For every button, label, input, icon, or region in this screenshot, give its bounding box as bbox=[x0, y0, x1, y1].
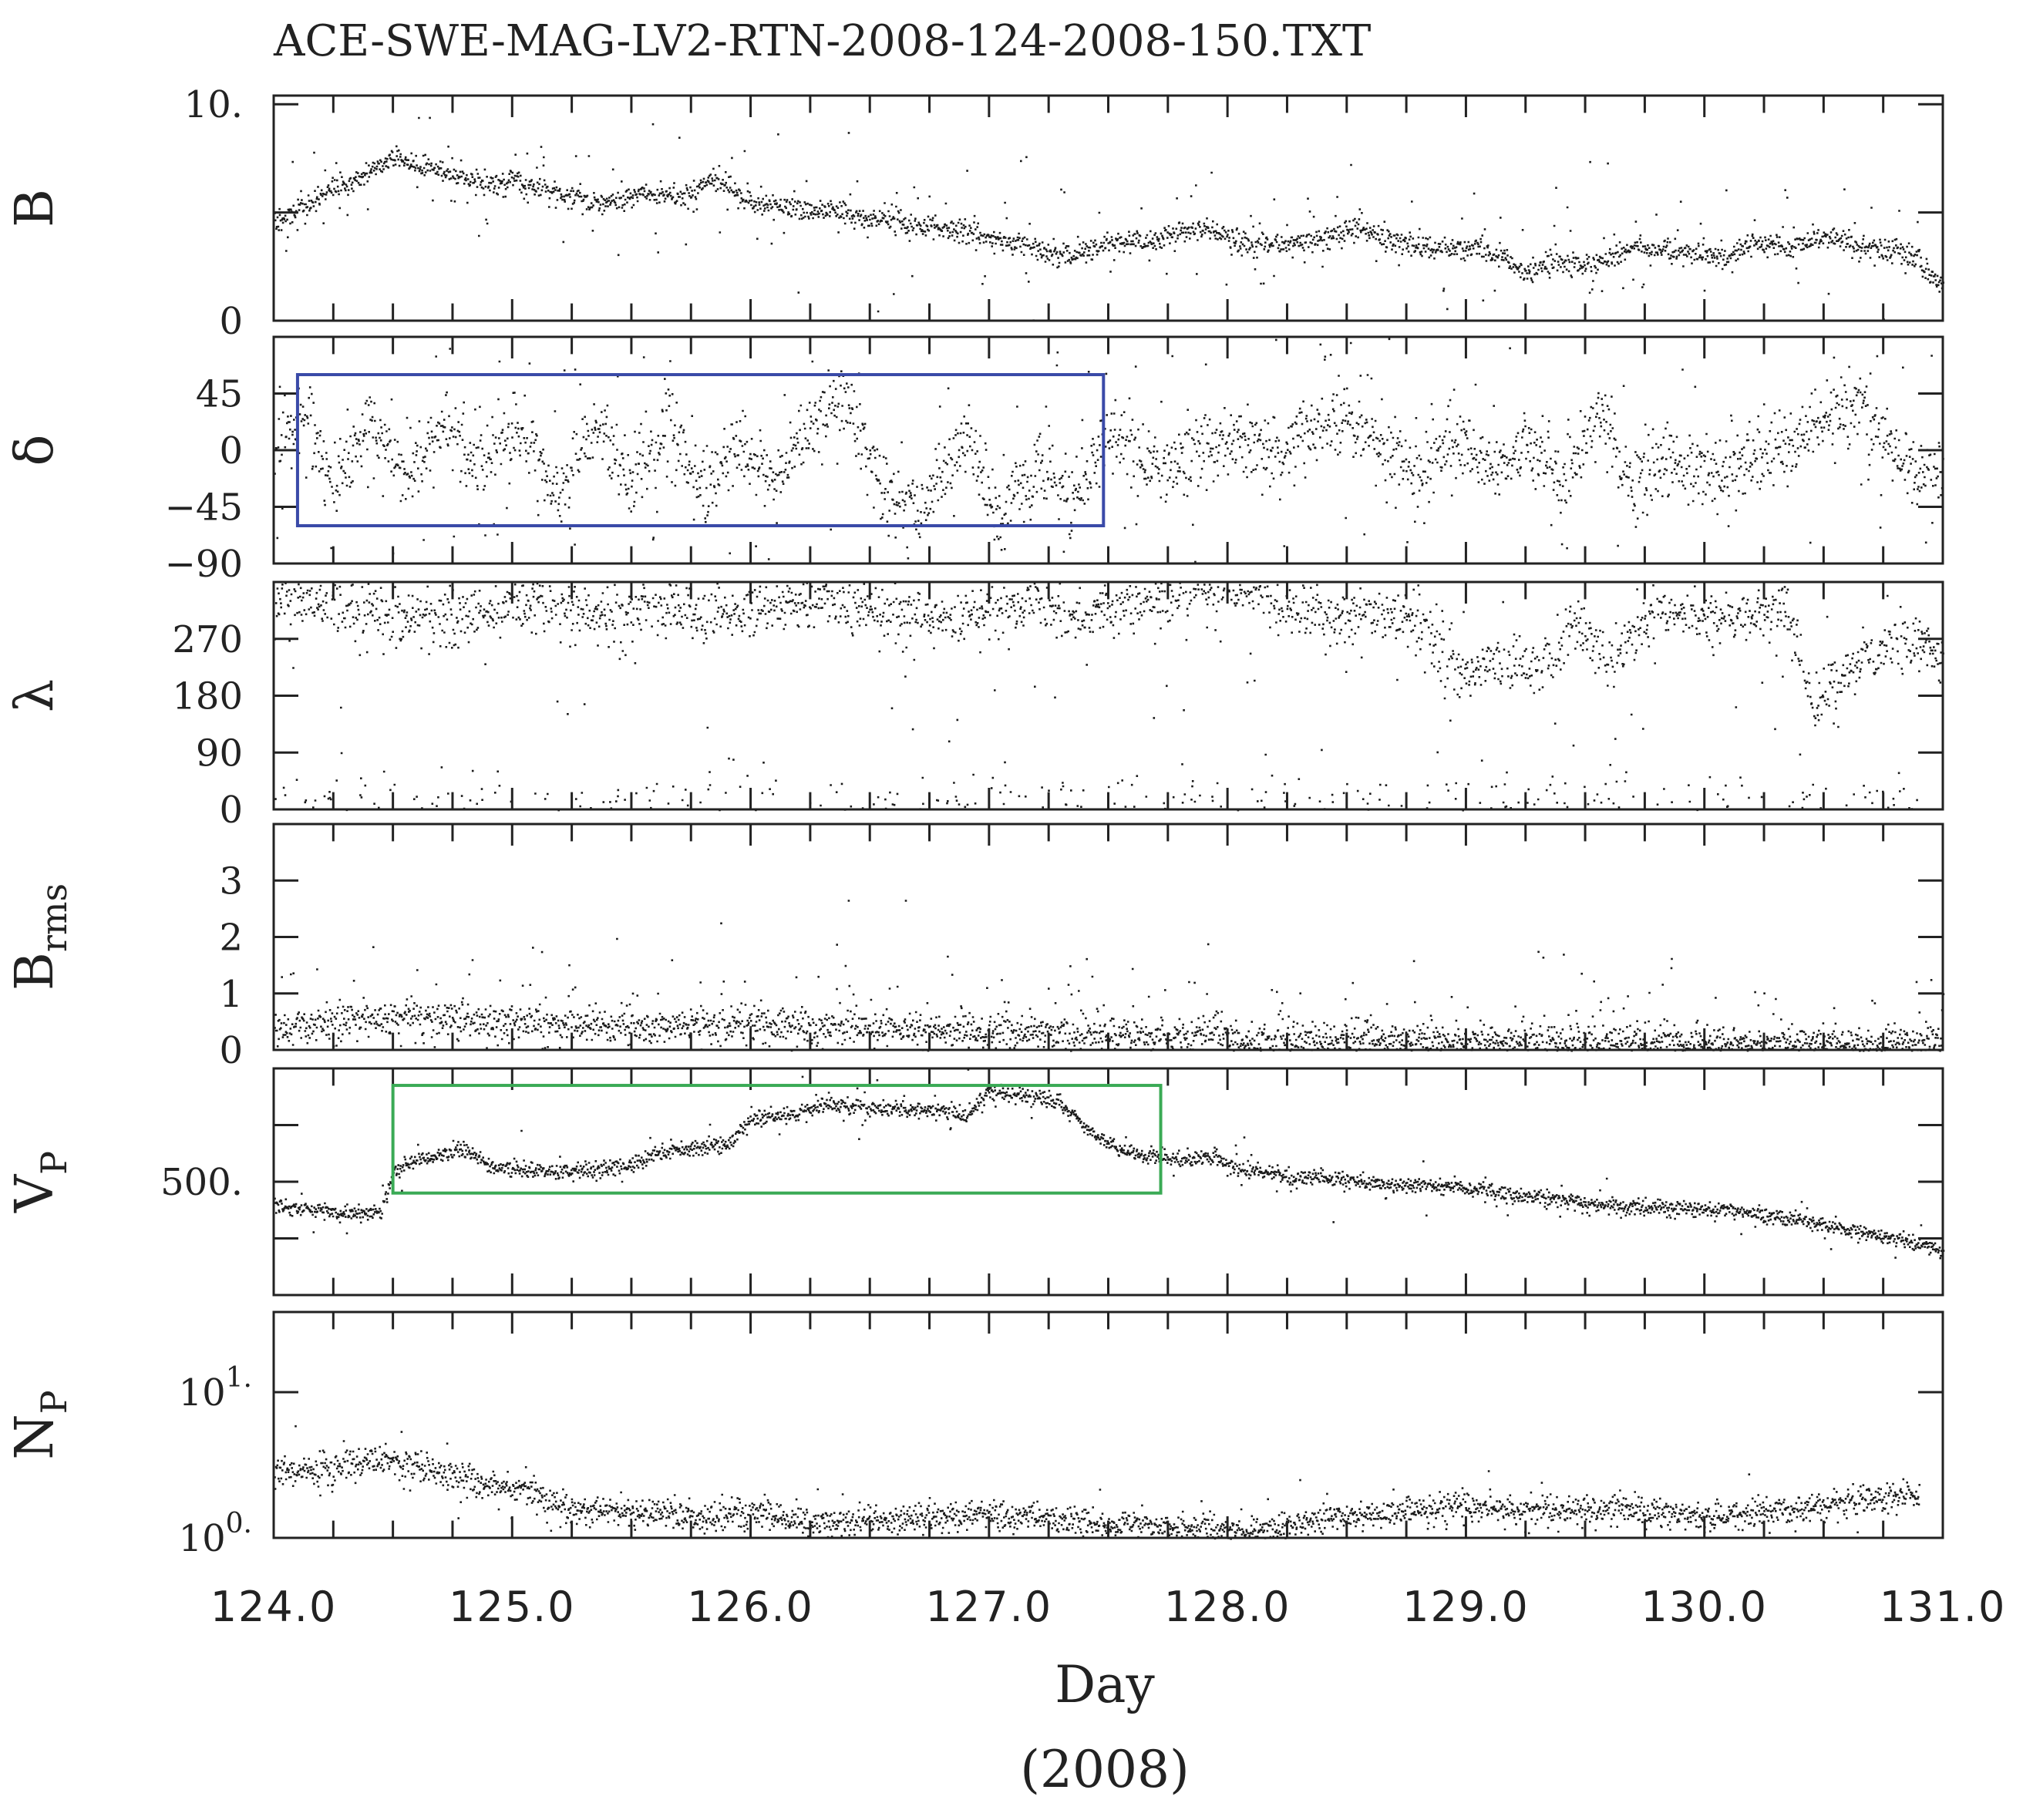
scatter-points-delta bbox=[274, 338, 1944, 563]
y-axis-label-Np: NP bbox=[5, 1390, 75, 1459]
x-axis-label: Day bbox=[1055, 1655, 1155, 1714]
y-tick-label-lambda: 0 bbox=[219, 789, 243, 832]
panel-Brms: 3 2 1 0 Brms bbox=[5, 823, 1945, 1072]
panel-frame-Np bbox=[272, 1310, 1944, 1539]
y-ticks-Vp bbox=[274, 1124, 1943, 1240]
scatter-points-Brms bbox=[274, 900, 1945, 1052]
panel-B: 10. 0 B bbox=[5, 83, 1944, 343]
x-ticks-lambda bbox=[272, 582, 1944, 809]
scatter-points-Np bbox=[274, 1425, 1921, 1540]
y-tick-label-Brms: 3 bbox=[219, 860, 243, 903]
y-tick-label-delta: 45 bbox=[196, 373, 243, 416]
x-ticks-delta bbox=[272, 337, 1944, 563]
scatter-points-Vp bbox=[274, 1068, 1945, 1260]
x-tick-label: 129.0 bbox=[1402, 1583, 1530, 1631]
highlight-box-delta bbox=[295, 373, 1106, 527]
panel-Vp: 500. VP bbox=[5, 1067, 1945, 1297]
y-ticks-Brms bbox=[274, 879, 1943, 1051]
panel-frame-Vp bbox=[272, 1067, 1944, 1297]
x-ticks-Brms bbox=[272, 824, 1944, 1050]
x-tick-label: 127.0 bbox=[926, 1583, 1053, 1631]
scatter-points-lambda bbox=[274, 582, 1944, 812]
y-ticks-Np bbox=[274, 1391, 1943, 1539]
x-tick-label: 125.0 bbox=[449, 1583, 576, 1631]
y-tick-label-delta: −90 bbox=[165, 543, 243, 586]
y-tick-label-lambda: 180 bbox=[172, 675, 243, 718]
y-axis-label-Vp: VP bbox=[5, 1151, 75, 1213]
y-tick-label-delta: 0 bbox=[219, 429, 243, 473]
panels-group: 10. 0 B 45 0 −45 −90 δ 270 180 90 0 λ 3 2 1 0 Brms 500. VP 1… bbox=[5, 83, 1945, 1560]
scatter-points-B bbox=[274, 116, 1944, 321]
x-ticks-Np bbox=[272, 1312, 1944, 1538]
panel-Np: 101. 100. NP bbox=[5, 1310, 1944, 1560]
x-tick-label: 126.0 bbox=[687, 1583, 814, 1631]
highlight-box-Vp bbox=[391, 1084, 1163, 1195]
x-tick-labels: 124.0 125.0 126.0 127.0 128.0 129.0 130.0 131.0 bbox=[210, 1583, 2007, 1631]
y-tick-label-B: 10. bbox=[184, 83, 243, 126]
data-points-delta bbox=[274, 338, 1944, 563]
y-tick-label-Brms: 2 bbox=[219, 917, 243, 960]
data-points-B bbox=[274, 116, 1944, 321]
data-points-lambda bbox=[274, 582, 1944, 812]
y-axis-label-Brms: Brms bbox=[5, 883, 75, 991]
y-ticks-lambda bbox=[274, 638, 1943, 811]
x-tick-label: 128.0 bbox=[1164, 1583, 1291, 1631]
y-tick-label-Brms: 1 bbox=[219, 973, 243, 1016]
y-tick-label-lambda: 270 bbox=[172, 618, 243, 661]
y-tick-label-Brms: 0 bbox=[219, 1029, 243, 1072]
y-axis-label-delta: δ bbox=[5, 435, 66, 466]
y-tick-label-delta: −45 bbox=[165, 486, 243, 530]
data-points-Vp bbox=[274, 1068, 1945, 1260]
y-tick-label-Vp: 500. bbox=[160, 1161, 243, 1204]
panel-frame-delta bbox=[272, 335, 1944, 565]
y-axis-label-lambda: λ bbox=[5, 679, 66, 712]
panel-delta: 45 0 −45 −90 δ bbox=[5, 335, 1944, 586]
panel-lambda: 270 180 90 0 λ bbox=[5, 580, 1944, 832]
y-tick-label-lambda: 90 bbox=[196, 732, 243, 775]
x-axis-year-label: (2008) bbox=[1020, 1740, 1189, 1799]
x-ticks-Vp bbox=[272, 1068, 1944, 1295]
panel-frame-B bbox=[272, 94, 1944, 322]
chart-title: ACE-SWE-MAG-LV2-RTN-2008-124-2008-150.TX… bbox=[273, 16, 1371, 66]
x-tick-label: 124.0 bbox=[210, 1583, 338, 1631]
data-points-Np bbox=[274, 1425, 1921, 1540]
y-tick-label-Np: 101. bbox=[179, 1362, 252, 1415]
y-tick-label-B: 0 bbox=[219, 300, 243, 343]
y-ticks-delta bbox=[274, 392, 1943, 565]
x-tick-label: 130.0 bbox=[1641, 1583, 1768, 1631]
panel-frame-lambda bbox=[272, 580, 1944, 811]
data-points-Brms bbox=[274, 900, 1945, 1052]
y-ticks-B bbox=[274, 103, 1943, 322]
y-axis-label-B: B bbox=[5, 189, 66, 227]
x-tick-label: 131.0 bbox=[1880, 1583, 2007, 1631]
x-ticks-B bbox=[272, 96, 1944, 321]
y-tick-label-Np: 100. bbox=[179, 1508, 252, 1560]
